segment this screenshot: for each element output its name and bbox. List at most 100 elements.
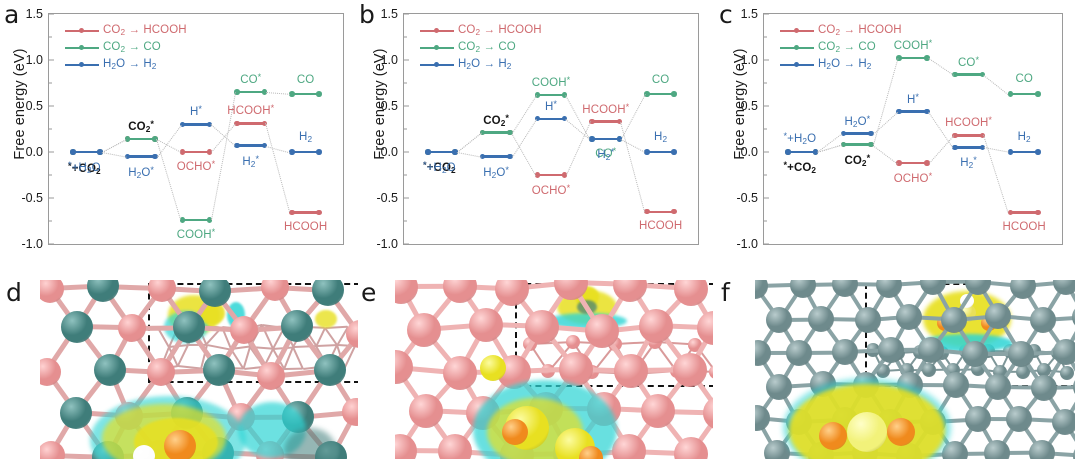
y-tick-label: 1.5 (740, 7, 758, 21)
energy-level-label: COOH* (176, 227, 216, 242)
panel-d: d (0, 270, 360, 459)
atom-sphere (819, 422, 847, 450)
energy-level-label: CO2* (483, 112, 510, 128)
atom-sphere (61, 310, 94, 343)
atom-bond (242, 346, 252, 369)
y-tick-minor (404, 36, 407, 38)
y-tick-major (764, 13, 769, 15)
energy-level (179, 149, 213, 155)
atom-sphere (147, 358, 176, 387)
atom-sphere (524, 309, 559, 344)
atom-sphere (808, 306, 835, 333)
atom-sphere (1073, 442, 1075, 459)
legend-label-green: CO2 → CO (458, 41, 516, 54)
energy-level-label: CO (651, 74, 670, 87)
y-tick-label: 1.0 (380, 53, 398, 67)
legend-c: CO2 → HCOOH CO2 → CO H2O → H2 (780, 22, 902, 73)
energy-level-label: COOH* (531, 74, 571, 90)
legend-item-blue: H2O → H2 (65, 56, 187, 73)
atom-sphere (887, 418, 915, 446)
atom-sphere (1072, 373, 1075, 400)
atom-sphere (133, 445, 155, 459)
energy-level (179, 121, 213, 127)
y-tick-label: 0.0 (740, 145, 758, 159)
energy-level (896, 108, 930, 115)
legend-item-blue: H2O → H2 (780, 56, 902, 73)
energy-level (289, 91, 322, 97)
energy-level-label: H2O* (844, 113, 871, 129)
y-tick-major (49, 13, 54, 15)
energy-level (425, 149, 458, 155)
legend-swatch-red (65, 27, 99, 33)
isosurface-blob (315, 310, 337, 328)
structure-render-d (40, 280, 358, 459)
energy-level-label: HCOOH (283, 220, 328, 233)
atom-sphere (260, 280, 289, 302)
legend-label-blue: H2O → H2 (818, 58, 872, 71)
atom-sphere (442, 355, 477, 390)
level-connector (456, 152, 481, 158)
atom-sphere (1051, 408, 1075, 435)
legend-swatch-red (420, 27, 454, 33)
atom-sphere (86, 280, 119, 302)
y-tick-minor (764, 128, 767, 130)
y-tick-major (49, 59, 54, 61)
atom-sphere (147, 280, 176, 303)
y-tick-major (764, 243, 769, 245)
y-tick-major (49, 197, 54, 199)
legend-item-red: CO2 → HCOOH (65, 22, 187, 39)
y-tick-major (404, 105, 409, 107)
y-tick-major (49, 105, 54, 107)
energy-level (896, 55, 930, 61)
atom-sphere (554, 280, 589, 300)
energy-level-label: H2* (960, 155, 977, 171)
atom-sphere (614, 353, 649, 388)
energy-level (952, 132, 986, 139)
y-tick-label: -0.5 (376, 191, 398, 205)
energy-level-label: H* (544, 98, 558, 113)
atom-sphere (832, 280, 859, 298)
energy-level-label: *+CO2 (783, 160, 817, 175)
level-connector (265, 123, 291, 213)
y-tick-label: 0.5 (380, 99, 398, 113)
energy-level-label: H2* (242, 153, 260, 169)
plot-area-b: CO2 → HCOOH CO2 → CO H2O → H2 1.5 1.0 0.5 0… (376, 7, 699, 251)
atom-sphere (674, 280, 708, 306)
atom-bond (284, 367, 303, 370)
y-tick-minor (764, 36, 767, 38)
atom-sphere (878, 337, 905, 364)
structure-render-e (395, 280, 713, 459)
atom-sphere (766, 373, 793, 400)
level-connector (265, 145, 291, 153)
atom-bond (292, 346, 304, 369)
legend-swatch-blue (420, 61, 454, 67)
energy-level (479, 153, 513, 160)
level-connector (872, 144, 898, 164)
y-tick-major (404, 13, 409, 15)
legend-swatch-green (65, 44, 99, 50)
y-tick-major (404, 59, 409, 61)
legend-swatch-green (780, 44, 814, 50)
energy-level (952, 71, 986, 78)
y-tick-label: 0.0 (25, 145, 43, 159)
y-tick-label: -1.0 (736, 237, 758, 251)
energy-level-label: H2 (654, 131, 668, 144)
level-connector (101, 139, 127, 153)
energy-level (952, 144, 986, 150)
atom-sphere (407, 312, 442, 347)
legend-item-green: CO2 → CO (420, 39, 542, 56)
energy-level-label: H2O* (128, 164, 155, 180)
y-tick-label: 1.5 (380, 7, 398, 21)
energy-level-label: *+H2O (423, 160, 456, 175)
legend-label-green: CO2 → CO (818, 41, 876, 54)
atom-sphere (786, 339, 813, 366)
y-tick-label: -0.5 (736, 191, 758, 205)
energy-level-label: H* (906, 91, 920, 106)
energy-level-label: H2 (299, 131, 313, 144)
legend-item-green: CO2 → CO (65, 39, 187, 56)
energy-level (234, 120, 268, 127)
atom-sphere (395, 350, 414, 385)
y-tick-label: 1.0 (740, 53, 758, 67)
energy-level (534, 115, 568, 122)
atom-sphere (940, 306, 967, 333)
